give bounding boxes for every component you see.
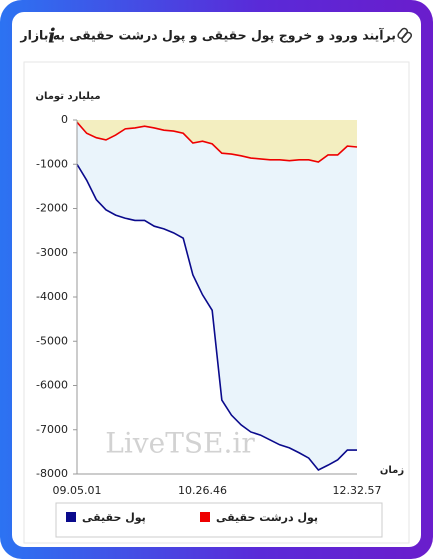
area-fill [77, 120, 357, 163]
y-tick-label: 0 [61, 113, 68, 126]
y-tick-label: -2000 [36, 202, 68, 215]
info-icon[interactable]: i [48, 24, 56, 48]
y-tick-label: -6000 [36, 379, 68, 392]
y-tick-label: -7000 [36, 423, 68, 436]
y-tick-label: -1000 [36, 157, 68, 170]
x-tick-label: 12.32.57 [333, 484, 382, 497]
y-tick-label: -5000 [36, 334, 68, 347]
y-tick-label: -8000 [36, 467, 68, 480]
legend-label: پول حقیقی [82, 511, 146, 524]
watermark: LiveTSE.ir [105, 427, 255, 460]
y-tick-label: -4000 [36, 290, 68, 303]
link-icon[interactable] [397, 27, 413, 44]
legend-box [55, 502, 383, 538]
legend-swatch [66, 512, 76, 522]
x-axis-label: زمان [380, 465, 404, 476]
legend-label: پول درشت حقیقی [216, 511, 318, 524]
y-axis-label: میلیارد تومان [35, 91, 100, 102]
header-title: برآیند ورود و خروج پول حقیقی و پول درشت … [19, 28, 396, 43]
legend-swatch [200, 512, 210, 522]
area-fill [77, 122, 357, 471]
series-line [76, 163, 357, 472]
x-tick-label: 09.05.01 [53, 484, 102, 497]
series-line [76, 121, 358, 163]
x-tick-label: 10.26.46 [178, 484, 227, 497]
y-tick-label: -3000 [36, 246, 68, 259]
